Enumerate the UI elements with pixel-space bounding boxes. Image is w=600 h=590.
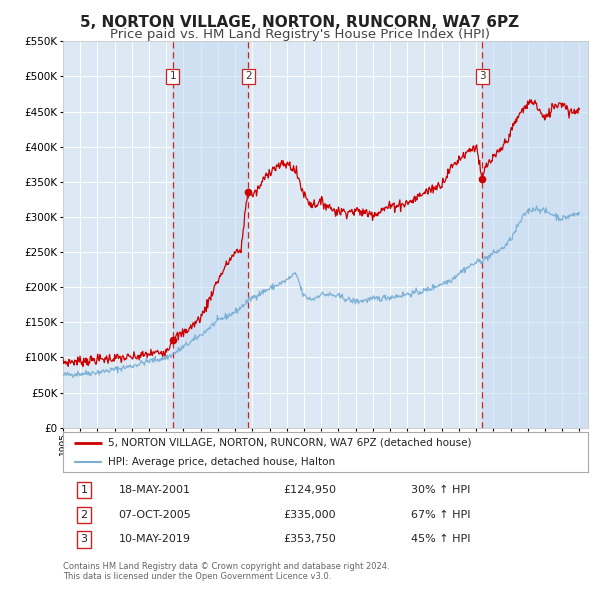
Text: 18-MAY-2001: 18-MAY-2001 <box>119 485 191 495</box>
Text: 3: 3 <box>80 535 88 545</box>
Text: HPI: Average price, detached house, Halton: HPI: Average price, detached house, Halt… <box>107 457 335 467</box>
Bar <box>173 41 248 428</box>
Text: 5, NORTON VILLAGE, NORTON, RUNCORN, WA7 6PZ (detached house): 5, NORTON VILLAGE, NORTON, RUNCORN, WA7 … <box>107 438 471 448</box>
Text: 45% ↑ HPI: 45% ↑ HPI <box>411 535 471 545</box>
Text: 1: 1 <box>169 71 176 81</box>
Text: 1: 1 <box>80 485 88 495</box>
Text: £335,000: £335,000 <box>283 510 336 520</box>
Text: 2: 2 <box>80 510 88 520</box>
Text: 67% ↑ HPI: 67% ↑ HPI <box>411 510 471 520</box>
Text: 3: 3 <box>479 71 485 81</box>
Text: 2: 2 <box>245 71 251 81</box>
Text: Contains HM Land Registry data © Crown copyright and database right 2024.: Contains HM Land Registry data © Crown c… <box>63 562 389 571</box>
Text: 30% ↑ HPI: 30% ↑ HPI <box>412 485 470 495</box>
Text: Price paid vs. HM Land Registry's House Price Index (HPI): Price paid vs. HM Land Registry's House … <box>110 28 490 41</box>
Text: This data is licensed under the Open Government Licence v3.0.: This data is licensed under the Open Gov… <box>63 572 331 581</box>
Text: £353,750: £353,750 <box>283 535 336 545</box>
Bar <box>482 41 588 428</box>
Text: £124,950: £124,950 <box>283 485 336 495</box>
Text: 10-MAY-2019: 10-MAY-2019 <box>119 535 191 545</box>
Text: 07-OCT-2005: 07-OCT-2005 <box>119 510 191 520</box>
Text: 5, NORTON VILLAGE, NORTON, RUNCORN, WA7 6PZ: 5, NORTON VILLAGE, NORTON, RUNCORN, WA7 … <box>80 15 520 30</box>
